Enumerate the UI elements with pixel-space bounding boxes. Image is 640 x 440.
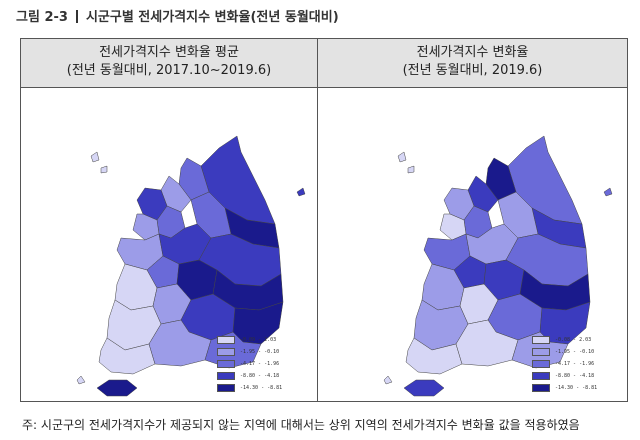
map-region	[100, 165, 108, 174]
panel-divider	[317, 39, 318, 401]
legend-item: -0.09 - 2.03	[217, 335, 282, 345]
legend-swatch	[532, 384, 550, 392]
title-separator	[75, 10, 78, 23]
legend-swatch	[217, 336, 235, 344]
korea-choropleth-map	[383, 135, 613, 397]
map-region	[96, 379, 138, 397]
legend-label: -0.09 - 2.03	[240, 337, 277, 343]
panel-header: 전세가격지수 변화율 평균 (전년 동월대비, 2017.10~2019.6)	[21, 39, 317, 88]
legend-label: -14.30 - -8.81	[555, 385, 598, 391]
panel-subtitle: (전년 동월대비, 2019.6)	[402, 63, 543, 78]
legend-swatch	[532, 348, 550, 356]
map-region	[90, 151, 100, 163]
figure-frame: 전세가격지수 변화율 평균 (전년 동월대비, 2017.10~2019.6)	[20, 38, 628, 402]
panel-latest: 전세가격지수 변화율 (전년 동월대비, 2019.6)	[318, 39, 627, 401]
legend-label: -4.17 - -1.96	[555, 361, 595, 367]
map-legend: -0.09 - 2.03 -1.95 - -0.10 -4.17 - -1.96…	[217, 335, 282, 395]
korea-choropleth-map	[76, 135, 306, 397]
panel-header: 전세가격지수 변화율 (전년 동월대비, 2019.6)	[318, 39, 627, 88]
legend-item: -4.17 - -1.96	[532, 359, 597, 369]
legend-item: -8.80 - -4.18	[532, 371, 597, 381]
legend-swatch	[217, 384, 235, 392]
legend-item: -14.30 - -8.81	[217, 383, 282, 393]
panel-title: 전세가격지수 변화율	[416, 45, 529, 60]
legend-item: -4.17 - -1.96	[217, 359, 282, 369]
legend-label: -4.17 - -1.96	[240, 361, 280, 367]
legend-swatch	[532, 372, 550, 380]
legend-swatch	[532, 336, 550, 344]
map-region	[603, 187, 613, 197]
figure-note: 주: 시군구의 전세가격지수가 제공되지 않는 지역에 대해서는 상위 지역의 …	[22, 418, 580, 432]
panel-title: 전세가격지수 변화율 평균	[99, 45, 239, 60]
legend-label: -1.95 - -0.10	[240, 349, 280, 355]
figure-title: 그림 2-3 시군구별 전세가격지수 변화율(전년 동월대비)	[16, 6, 339, 25]
map-region	[397, 151, 407, 163]
legend-label: -8.80 - -4.18	[240, 373, 280, 379]
legend-item: -14.30 - -8.81	[532, 383, 597, 393]
legend-label: -8.80 - -4.18	[555, 373, 595, 379]
legend-swatch	[217, 360, 235, 368]
legend-item: -0.08 - 2.03	[532, 335, 597, 345]
legend-item: -8.80 - -4.18	[217, 371, 282, 381]
legend-swatch	[217, 372, 235, 380]
panel-subtitle: (전년 동월대비, 2017.10~2019.6)	[66, 63, 272, 78]
legend-label: -14.30 - -8.81	[240, 385, 283, 391]
map-region	[296, 187, 306, 197]
legend-swatch	[217, 348, 235, 356]
map-region	[403, 379, 445, 397]
map-region	[383, 375, 393, 385]
legend-item: -1.95 - -0.10	[532, 347, 597, 357]
map-region	[407, 165, 415, 174]
legend-item: -1.95 - -0.10	[217, 347, 282, 357]
legend-swatch	[532, 360, 550, 368]
map-legend: -0.08 - 2.03 -1.95 - -0.10 -4.17 - -1.96…	[532, 335, 597, 395]
figure-label: 그림 2-3	[16, 10, 68, 25]
map-region	[76, 375, 86, 385]
legend-label: -0.08 - 2.03	[555, 337, 592, 343]
legend-label: -1.95 - -0.10	[555, 349, 595, 355]
figure-title-text: 시군구별 전세가격지수 변화율(전년 동월대비)	[85, 10, 339, 25]
panel-average: 전세가격지수 변화율 평균 (전년 동월대비, 2017.10~2019.6)	[21, 39, 317, 401]
